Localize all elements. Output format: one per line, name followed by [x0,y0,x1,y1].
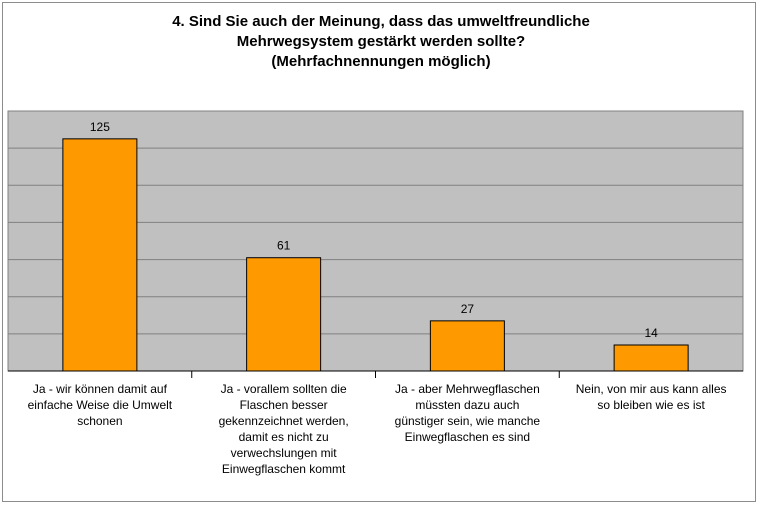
data-label: 125 [90,120,110,134]
chart-title-line-2: Mehrwegsystem gestärkt werden sollte? [236,33,526,50]
x-tick-label-line: Flaschen besser [240,398,328,412]
x-tick-label-line: gekennzeichnet werden, [219,414,349,428]
bar [246,257,322,372]
x-tick-label-line: Nein, von mir aus kann alles [576,382,727,396]
data-label: 61 [277,239,291,253]
x-tick-label: Nein, von mir aus kann alles so bleiben w… [576,382,727,412]
x-tick-label-line: Einwegflaschen es sind [405,430,530,444]
x-tick-label: Ja - wir können damit auf einfache Weise … [28,382,173,428]
x-tick-label-line: so bleiben wie es ist [597,398,705,412]
x-tick-label-line: einfache Weise die Umwelt [28,398,173,412]
chart-title-line-1: 4. Sind Sie auch der Meinung, dass das u… [172,13,590,30]
x-tick-label-line: Einwegflaschen kommt [222,462,346,476]
data-label: 27 [461,302,475,316]
x-tick-label-line: verwechslungen mit [231,446,338,460]
bar [429,320,505,372]
x-axis: Ja - wir können damit auf einfache Weise … [8,370,743,476]
data-labels: 125 61 27 14 [90,120,658,340]
x-tick-label-line: Ja - vorallem sollten die [221,382,347,396]
bar [62,138,138,372]
x-tick-label-line: Ja - aber Mehrwegflaschen [395,382,540,396]
x-tick-label: Ja - aber Mehrwegflaschen müssten dazu au… [395,382,541,444]
chart-title: 4. Sind Sie auch der Meinung, dass das u… [0,12,762,72]
x-tick-label-line: schonen [77,414,122,428]
x-tick-label: Ja - vorallem sollten die Flaschen besser… [219,382,349,476]
bars [62,138,689,372]
x-tick-label-line: günstiger sein, wie manche [395,414,541,428]
data-label: 14 [644,326,658,340]
chart-title-line-3: (Mehrfachnennungen möglich) [271,53,491,70]
x-tick-label-line: müssten dazu auch [415,398,519,412]
bar [613,344,689,372]
x-tick-label-line: Ja - wir können damit auf [33,382,168,396]
x-tick-label-line: damit es nicht zu [239,430,329,444]
